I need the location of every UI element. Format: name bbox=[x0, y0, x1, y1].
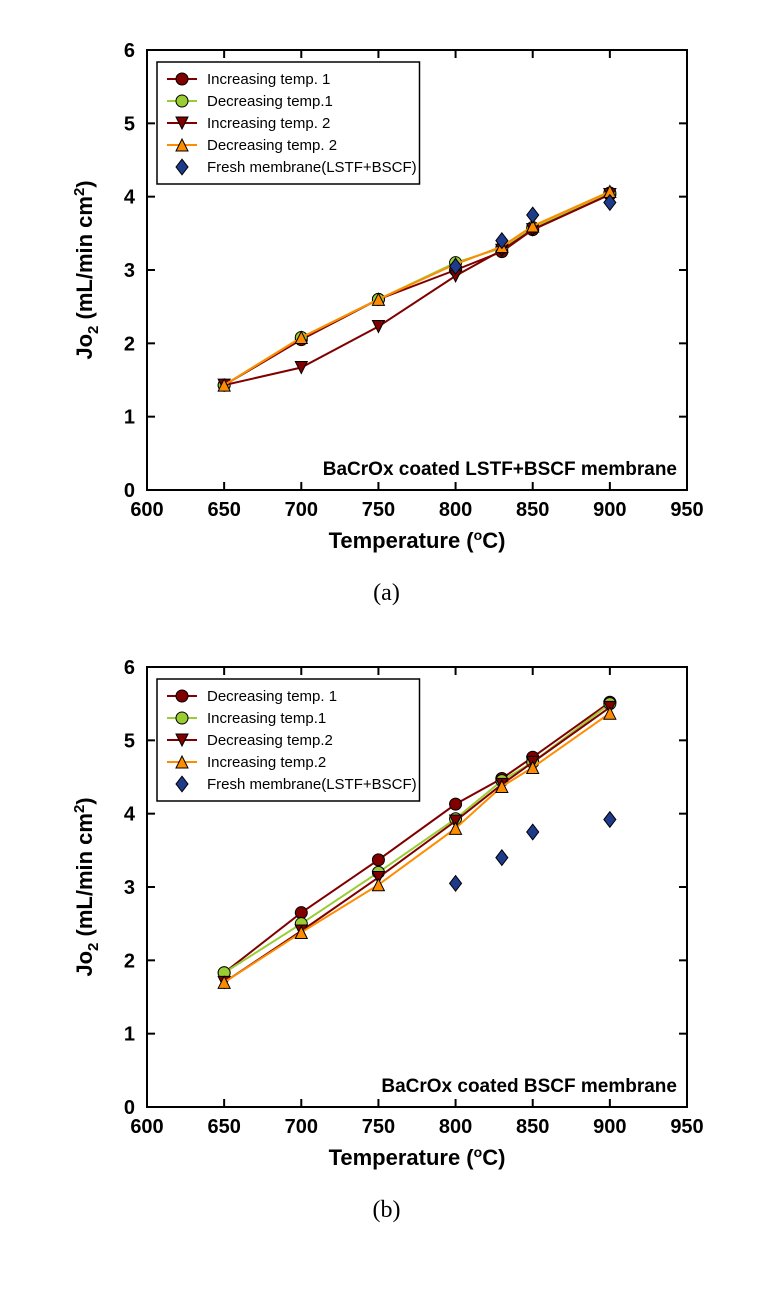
chart-a-sublabel: (a) bbox=[373, 580, 400, 607]
svg-text:Increasing temp.2: Increasing temp.2 bbox=[207, 754, 326, 771]
svg-text:Decreasing temp. 2: Decreasing temp. 2 bbox=[207, 137, 337, 154]
svg-text:650: 650 bbox=[207, 1116, 240, 1138]
svg-text:700: 700 bbox=[284, 499, 317, 521]
svg-text:3: 3 bbox=[123, 260, 134, 282]
svg-text:0: 0 bbox=[123, 480, 134, 502]
svg-text:600: 600 bbox=[130, 1116, 163, 1138]
svg-text:Fresh membrane(LSTF+BSCF): Fresh membrane(LSTF+BSCF) bbox=[207, 159, 417, 176]
chart-b-sublabel: (b) bbox=[373, 1197, 401, 1224]
svg-text:950: 950 bbox=[670, 499, 703, 521]
svg-text:700: 700 bbox=[284, 1116, 317, 1138]
svg-text:800: 800 bbox=[438, 499, 471, 521]
svg-text:Jo2 (mL/min cm2): Jo2 (mL/min cm2) bbox=[71, 180, 102, 359]
svg-text:2: 2 bbox=[123, 333, 134, 355]
svg-text:850: 850 bbox=[516, 1116, 549, 1138]
svg-text:4: 4 bbox=[123, 187, 135, 209]
svg-text:900: 900 bbox=[593, 1116, 626, 1138]
svg-text:1: 1 bbox=[123, 1024, 134, 1046]
svg-text:0: 0 bbox=[123, 1097, 134, 1119]
svg-text:750: 750 bbox=[361, 499, 394, 521]
svg-text:3: 3 bbox=[123, 877, 134, 899]
svg-text:650: 650 bbox=[207, 499, 240, 521]
svg-text:2: 2 bbox=[123, 950, 134, 972]
svg-text:Temperature (oC): Temperature (oC) bbox=[328, 1144, 505, 1170]
svg-text:5: 5 bbox=[123, 730, 134, 752]
svg-text:Decreasing temp. 1: Decreasing temp. 1 bbox=[207, 688, 337, 705]
svg-text:Decreasing temp.1: Decreasing temp.1 bbox=[207, 93, 333, 110]
svg-text:Temperature (oC): Temperature (oC) bbox=[328, 527, 505, 553]
svg-text:800: 800 bbox=[438, 1116, 471, 1138]
chart-b-svg: 600 650 700 750 800 850 900 950 0 1 2 3 4 5 6 Temperatu… bbox=[47, 637, 727, 1187]
chart-b-container: 600 650 700 750 800 850 900 950 0 1 2 3 4 5 6 Temperatu… bbox=[47, 637, 727, 1187]
svg-text:950: 950 bbox=[670, 1116, 703, 1138]
svg-text:BaCrOx coated BSCF membrane: BaCrOx coated BSCF membrane bbox=[381, 1076, 677, 1097]
svg-text:1: 1 bbox=[123, 407, 134, 429]
svg-text:6: 6 bbox=[123, 657, 134, 679]
svg-text:600: 600 bbox=[130, 499, 163, 521]
chart-a-container: 600 650 700 750 800 850 900 950 0 1 2 3 4 5 6 Temperatu… bbox=[47, 20, 727, 570]
svg-text:BaCrOx coated LSTF+BSCF membra: BaCrOx coated LSTF+BSCF membrane bbox=[322, 459, 676, 480]
svg-text:850: 850 bbox=[516, 499, 549, 521]
svg-text:Fresh membrane(LSTF+BSCF): Fresh membrane(LSTF+BSCF) bbox=[207, 776, 417, 793]
svg-text:5: 5 bbox=[123, 113, 134, 135]
svg-text:Jo2 (mL/min cm2): Jo2 (mL/min cm2) bbox=[71, 797, 102, 976]
svg-text:900: 900 bbox=[593, 499, 626, 521]
svg-text:Increasing temp.1: Increasing temp.1 bbox=[207, 710, 326, 727]
chart-a-svg: 600 650 700 750 800 850 900 950 0 1 2 3 4 5 6 Temperatu… bbox=[47, 20, 727, 570]
svg-text:Increasing temp. 2: Increasing temp. 2 bbox=[207, 115, 330, 132]
svg-text:750: 750 bbox=[361, 1116, 394, 1138]
svg-text:Decreasing temp.2: Decreasing temp.2 bbox=[207, 732, 333, 749]
svg-text:6: 6 bbox=[123, 40, 134, 62]
svg-text:4: 4 bbox=[123, 804, 135, 826]
svg-text:Increasing temp. 1: Increasing temp. 1 bbox=[207, 71, 330, 88]
